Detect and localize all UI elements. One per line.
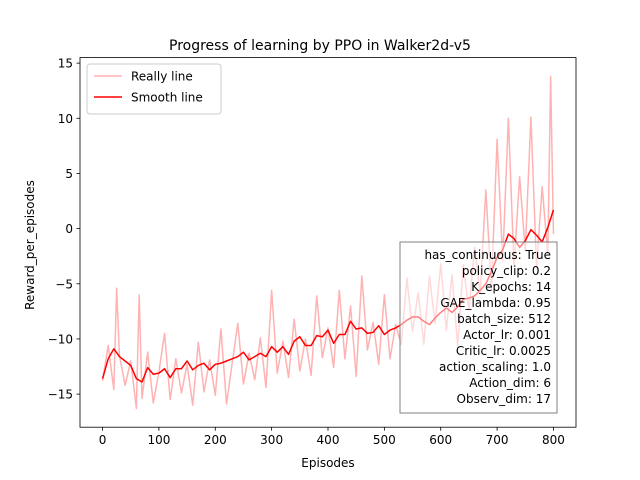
legend-really-line-label: Really line bbox=[131, 70, 193, 84]
param-batch-size: batch_size: 512 bbox=[457, 312, 551, 326]
legend-smooth-line-label: Smooth line bbox=[131, 91, 203, 105]
param-k-epochs: K_epochs: 14 bbox=[471, 280, 551, 294]
y-axis-label: Reward_per_episodes bbox=[23, 180, 37, 310]
param-has-continuous: has_continuous: True bbox=[424, 248, 551, 262]
x-tick-label: 500 bbox=[373, 433, 396, 447]
x-tick-label: 300 bbox=[260, 433, 283, 447]
y-tick-label: 10 bbox=[58, 112, 73, 126]
x-tick-label: 400 bbox=[317, 433, 340, 447]
param-actor-lr: Actor_lr: 0.001 bbox=[463, 328, 551, 342]
x-tick-label: 700 bbox=[486, 433, 509, 447]
x-axis-label: Episodes bbox=[301, 456, 354, 470]
x-tick-label: 800 bbox=[542, 433, 565, 447]
param-policy-clip: policy_clip: 0.2 bbox=[462, 264, 551, 278]
hyperparameter-box-frame bbox=[399, 241, 558, 414]
y-tick-label: −15 bbox=[48, 388, 73, 402]
axes-layer: 0 100 200 300 400 500 600 700 800 −15 −10 −5 0 5 10 15 bbox=[48, 57, 565, 448]
plot-frame bbox=[79, 57, 577, 428]
y-tick-label: 5 bbox=[65, 167, 73, 181]
y-tick-label: 0 bbox=[65, 222, 73, 236]
param-action-dim: Action_dim: 6 bbox=[469, 376, 551, 390]
chart-title: Progress of learning by PPO in Walker2d-… bbox=[169, 38, 471, 54]
x-tick-label: 200 bbox=[204, 433, 227, 447]
y-tick-label: −5 bbox=[55, 277, 73, 291]
legend: Really line Smooth line bbox=[86, 63, 222, 115]
param-gae-lambda: GAE_lambda: 0.95 bbox=[440, 296, 551, 310]
param-action-scaling: action_scaling: 1.0 bbox=[439, 360, 551, 374]
x-tick-label: 100 bbox=[147, 433, 170, 447]
y-tick-label: −10 bbox=[48, 332, 73, 346]
param-observ-dim: Observ_dim: 17 bbox=[457, 392, 552, 406]
hyperparameter-box: has_continuous: True policy_clip: 0.2 K_… bbox=[399, 241, 558, 414]
x-tick-label: 0 bbox=[99, 433, 107, 447]
x-tick-label: 600 bbox=[429, 433, 452, 447]
y-tick-label: 15 bbox=[58, 57, 73, 71]
param-critic-lr: Critic_lr: 0.0025 bbox=[456, 344, 551, 358]
